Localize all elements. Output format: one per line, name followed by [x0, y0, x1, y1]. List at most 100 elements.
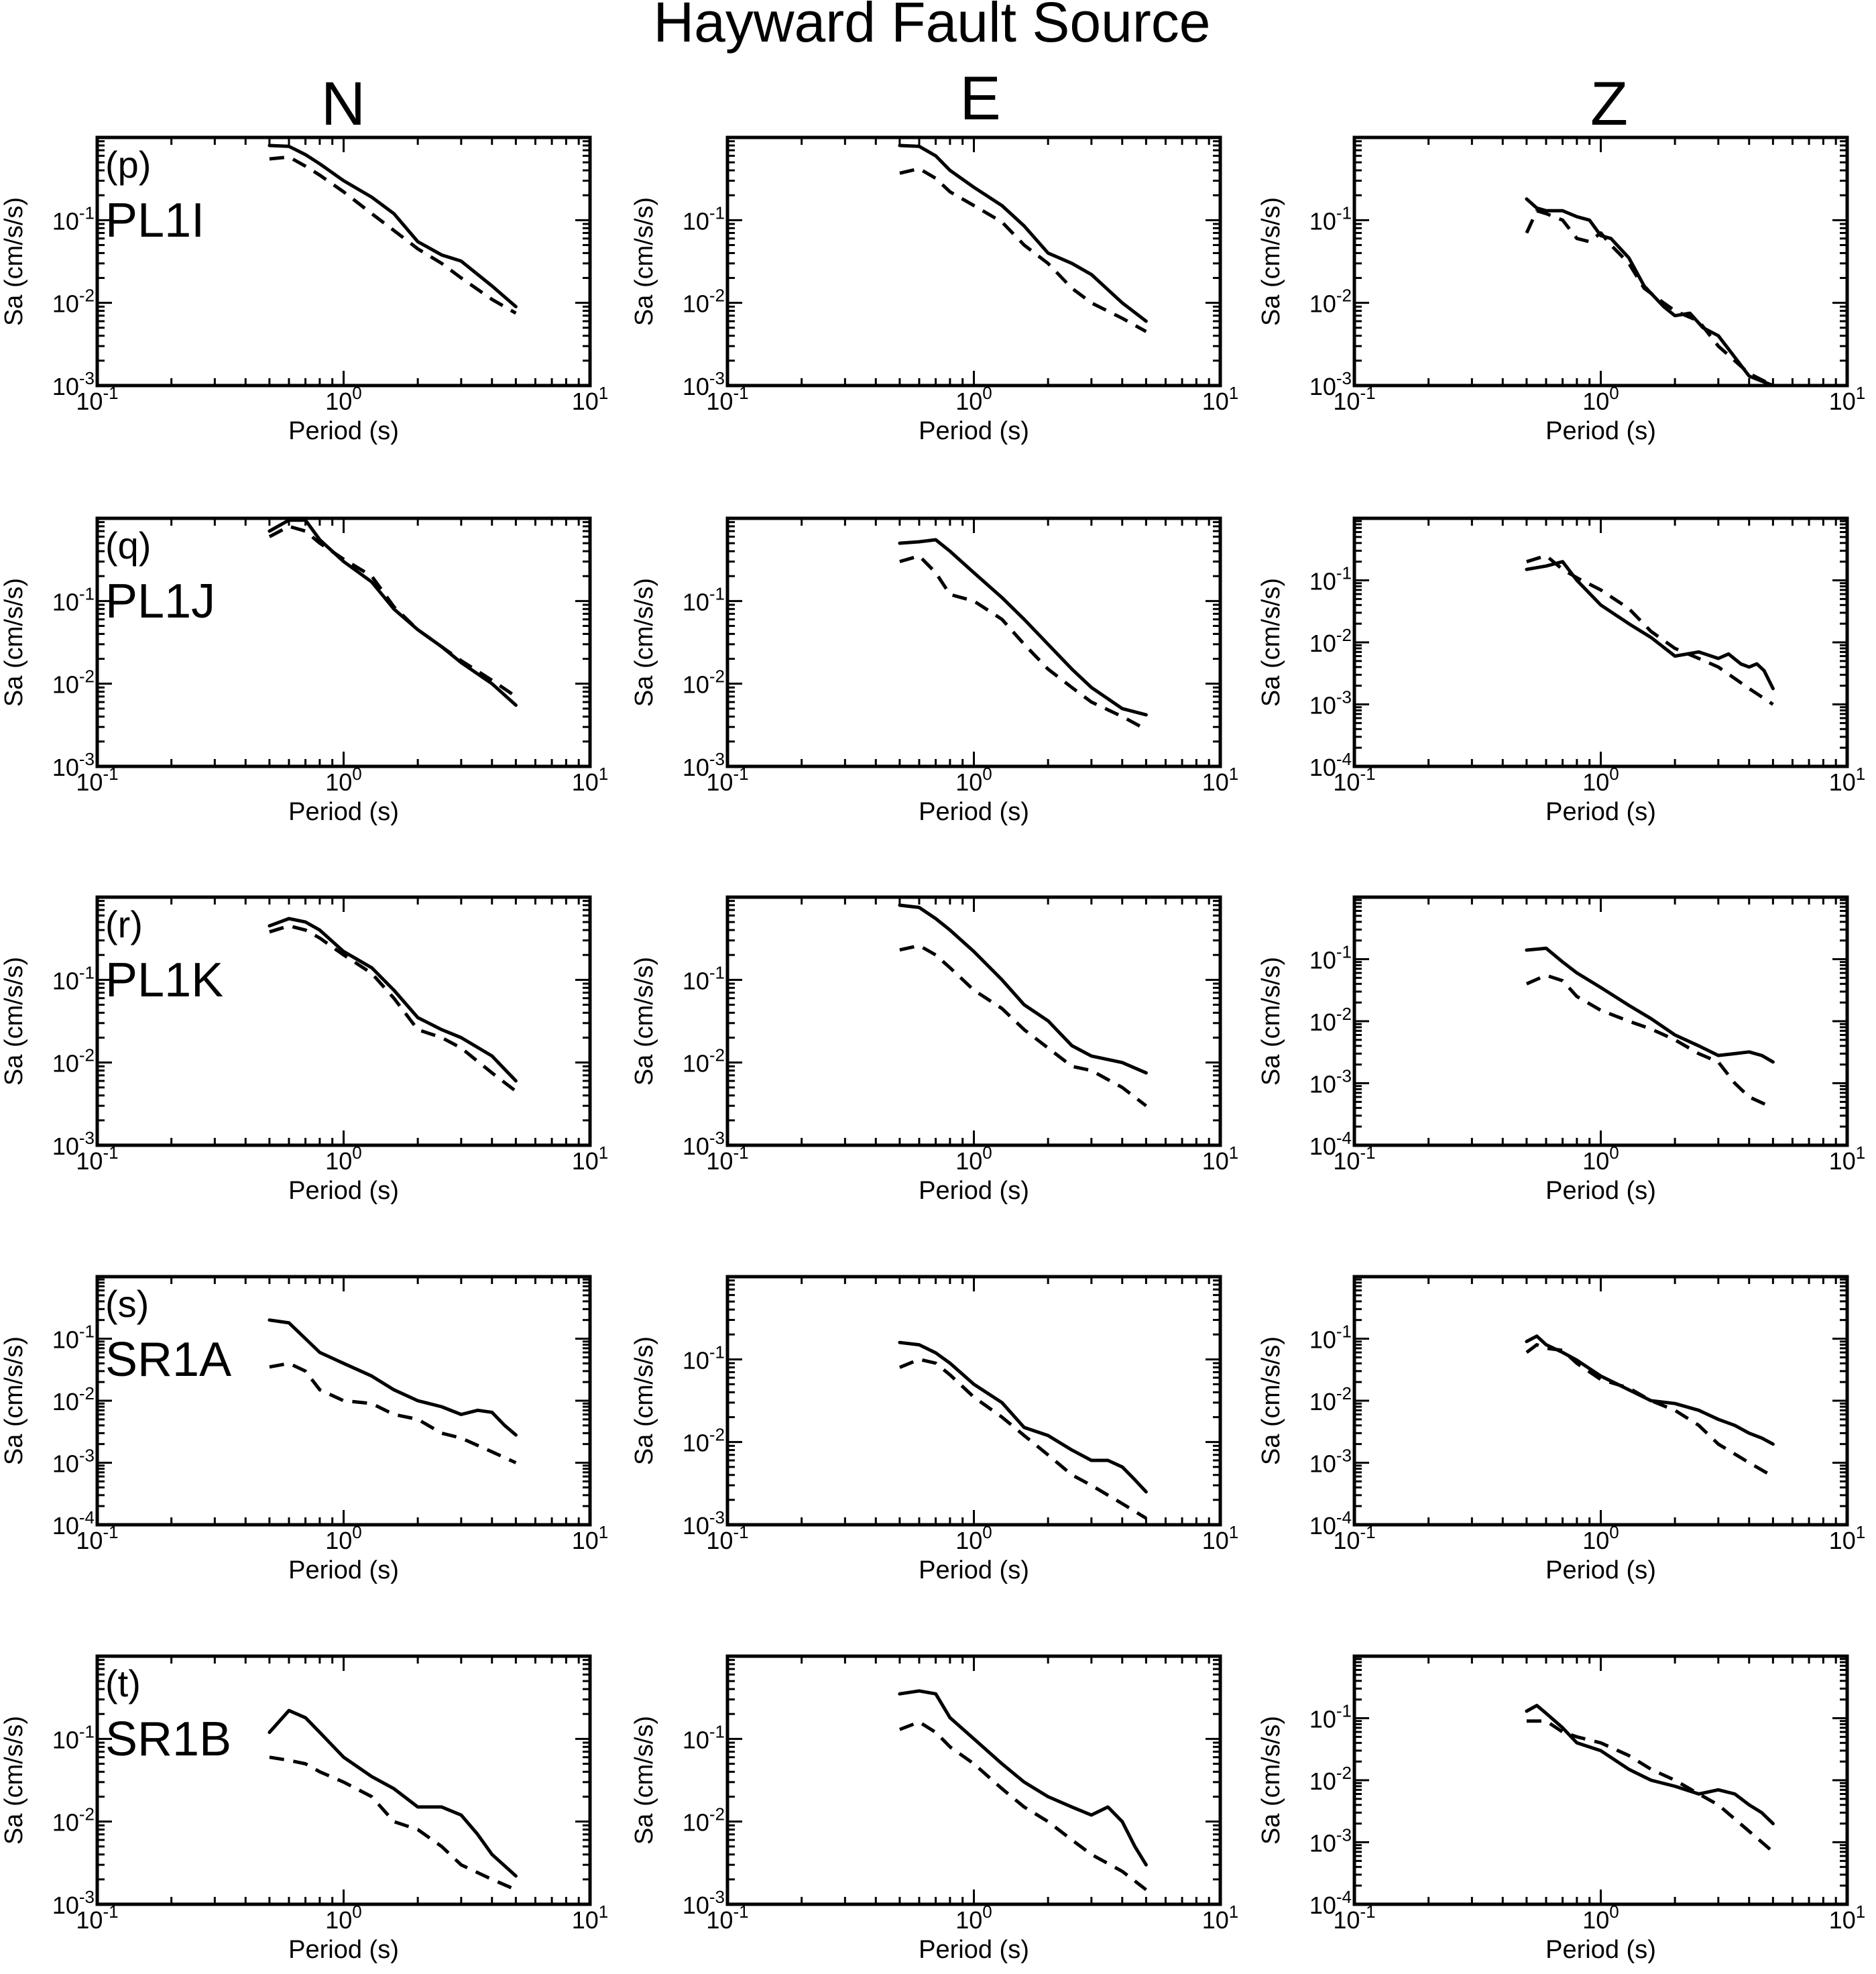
panel-grid: 10-1 100 101 10-3 10-2 10-1 Period (s) Sa (cm/s…	[0, 135, 1866, 1964]
y-tick-label: 10-3	[1309, 1066, 1352, 1098]
x-tick-label: 100	[325, 764, 362, 796]
panel-3-1: 10-1 100 101 10-3 10-2 10-1 Period (s) Sa (cm/s…	[630, 1275, 1238, 1584]
x-axis-label: Period (s)	[288, 1936, 399, 1964]
x-tick-label: 101	[1202, 383, 1239, 415]
x-axis-label: Period (s)	[919, 1936, 1029, 1964]
series-line-solid	[268, 143, 518, 308]
y-axis-label: Sa (cm/s/s)	[630, 957, 658, 1086]
series-line-dashed	[899, 554, 1147, 732]
series-line-solid	[268, 917, 518, 1083]
y-tick-label: 10-3	[1309, 687, 1352, 719]
y-tick-label: 10-1	[683, 583, 725, 616]
x-tick-label: 10-1	[1333, 1143, 1375, 1175]
x-tick-label: 100	[955, 1522, 992, 1554]
plot-frame	[1352, 1275, 1849, 1527]
column-header-n: N	[321, 70, 365, 138]
series-line-dashed	[899, 1720, 1147, 1892]
y-tick-label: 10-2	[1309, 1004, 1352, 1036]
y-axis-label: Sa (cm/s/s)	[0, 1716, 28, 1845]
panel-label: (s)	[105, 1283, 149, 1325]
plot-frame	[725, 1275, 1222, 1527]
panel-3-0: 10-1 100 101 10-4 10-3 10-2 10-1 Period (s) Sa (…	[0, 1275, 609, 1584]
x-axis-label: Period (s)	[288, 1556, 399, 1584]
y-tick-label: 10-3	[683, 749, 725, 781]
panel-4-1: 10-1 100 101 10-3 10-2 10-1 Period (s) Sa (cm/s…	[630, 1654, 1239, 1964]
y-tick-label: 10-2	[52, 1045, 95, 1078]
plot-frame	[725, 516, 1222, 768]
y-tick-label: 10-3	[52, 368, 95, 400]
y-tick-label: 10-4	[52, 1507, 95, 1540]
series-line-solid	[898, 1689, 1148, 1867]
panel-1-1: 10-1 100 101 10-3 10-2 10-1 Period (s) Sa (cm/s…	[630, 516, 1239, 826]
y-tick-label: 10-1	[1309, 1322, 1352, 1354]
y-tick-label: 10-2	[1309, 286, 1352, 318]
series-line-dashed	[1525, 974, 1774, 1110]
y-tick-label: 10-2	[683, 1045, 725, 1078]
y-tick-label: 10-2	[683, 286, 725, 318]
x-tick-label: 10-1	[706, 1902, 748, 1934]
y-tick-label: 10-3	[1309, 1825, 1352, 1857]
y-tick-label: 10-2	[683, 666, 725, 699]
y-axis-label: Sa (cm/s/s)	[1257, 957, 1285, 1086]
y-tick-label: 10-1	[52, 583, 95, 616]
x-tick-label: 100	[1582, 1143, 1619, 1175]
plot-frame	[725, 895, 1222, 1147]
x-tick-label: 101	[572, 1522, 609, 1554]
plot-frame	[1352, 135, 1849, 388]
station-label: PL1J	[105, 575, 215, 628]
y-axis-label: Sa (cm/s/s)	[1257, 197, 1285, 326]
panel-2-2: 10-1 100 101 10-4 10-3 10-2 10-1 Period (s) Sa (…	[1257, 895, 1866, 1205]
y-tick-label: 10-1	[1309, 202, 1352, 235]
y-axis-label: Sa (cm/s/s)	[1257, 1336, 1285, 1465]
y-tick-label: 10-3	[52, 1128, 95, 1160]
x-tick-label: 101	[1829, 1143, 1866, 1175]
y-axis-label: Sa (cm/s/s)	[0, 1336, 28, 1465]
series-line-dashed	[1525, 1343, 1774, 1478]
panel-4-2: 10-1 100 101 10-4 10-3 10-2 10-1 Period (s) Sa (…	[1257, 1654, 1865, 1964]
x-tick-label: 10-1	[76, 764, 118, 796]
series-line-dashed	[899, 943, 1147, 1108]
series-line-dashed	[1525, 209, 1774, 388]
y-tick-label: 10-3	[52, 1446, 95, 1478]
x-axis-label: Period (s)	[1545, 1177, 1656, 1205]
x-tick-label: 100	[1582, 764, 1619, 796]
series-line-dashed	[268, 524, 517, 698]
x-tick-label: 101	[1202, 764, 1239, 796]
x-tick-label: 10-1	[706, 1143, 748, 1175]
plot-frame	[95, 135, 592, 388]
x-tick-label: 100	[955, 764, 992, 796]
series-line-dashed	[269, 1361, 517, 1464]
plot-frame	[725, 135, 1222, 388]
series-line-solid	[1525, 197, 1775, 388]
x-tick-label: 10-1	[76, 1522, 118, 1554]
x-tick-label: 101	[1202, 1902, 1239, 1934]
series-line-solid	[268, 1318, 518, 1437]
y-tick-label: 10-2	[52, 1383, 95, 1415]
x-tick-label: 100	[325, 1143, 362, 1175]
x-tick-label: 10-1	[76, 1902, 118, 1934]
x-tick-label: 100	[1582, 383, 1619, 415]
y-tick-label: 10-2	[52, 1804, 95, 1837]
series-line-solid	[1525, 1334, 1775, 1446]
x-axis-label: Period (s)	[1545, 798, 1656, 826]
y-tick-label: 10-3	[683, 1128, 725, 1160]
panel-label: (p)	[105, 143, 151, 186]
y-tick-label: 10-1	[52, 1322, 95, 1354]
panel-label: (r)	[105, 903, 143, 945]
y-tick-label: 10-4	[1309, 1887, 1352, 1919]
x-tick-label: 10-1	[1333, 764, 1375, 796]
series-line-dashed	[269, 924, 517, 1093]
series-line-solid	[268, 1708, 518, 1878]
panel-label: (t)	[105, 1662, 141, 1704]
y-tick-label: 10-3	[683, 1507, 725, 1540]
x-axis-label: Period (s)	[288, 798, 399, 826]
panel-0-1: 10-1 100 101 10-3 10-2 10-1 Period (s) Sa (cm/s…	[630, 135, 1239, 445]
plot-frame	[95, 895, 592, 1147]
series-line-dashed	[269, 155, 517, 315]
x-tick-label: 10-1	[1333, 383, 1375, 415]
panel-label: (q)	[105, 524, 151, 567]
y-tick-label: 10-2	[1309, 625, 1352, 657]
x-tick-label: 10-1	[1333, 1522, 1375, 1554]
station-label: PL1I	[105, 194, 204, 247]
